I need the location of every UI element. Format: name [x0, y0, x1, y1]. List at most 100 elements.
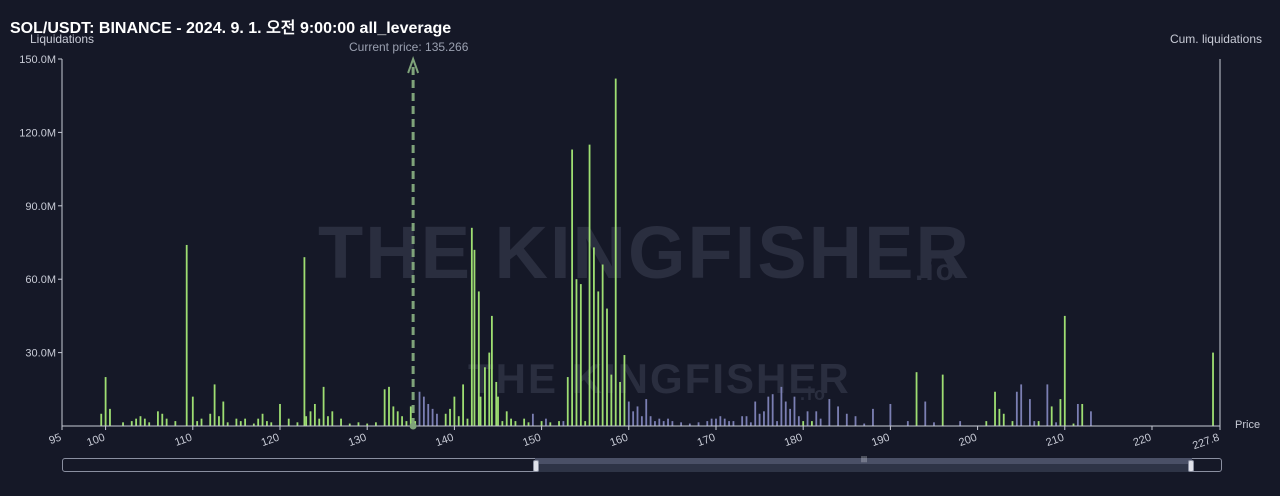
bar	[728, 421, 730, 426]
bar	[636, 406, 639, 426]
watermark-suffix-small: .io	[800, 384, 827, 404]
bar	[758, 413, 761, 426]
bar	[959, 421, 962, 426]
bar	[209, 413, 212, 426]
y-tick-label: 150.0M	[19, 54, 56, 66]
bar	[793, 396, 796, 426]
bar	[157, 411, 159, 426]
bar	[1063, 315, 1066, 426]
bar	[1011, 421, 1014, 426]
bar	[357, 422, 360, 426]
bar	[924, 401, 927, 426]
bar	[331, 411, 334, 426]
bar	[490, 315, 493, 426]
x-tick-label: 110	[173, 432, 194, 449]
bar	[257, 418, 260, 426]
zoom-slider[interactable]: |||	[62, 456, 1222, 472]
bar	[597, 291, 600, 426]
bar	[418, 391, 421, 426]
bar	[784, 401, 787, 426]
bar	[218, 416, 220, 426]
bar	[148, 422, 151, 426]
bar	[510, 418, 512, 426]
bar	[771, 394, 774, 426]
bar	[497, 396, 499, 426]
zoom-handle-right[interactable]	[1188, 460, 1194, 472]
bar	[327, 416, 329, 426]
bar	[143, 418, 146, 426]
bar	[161, 413, 164, 426]
bar	[531, 413, 534, 426]
bar	[828, 399, 831, 426]
x-tick-label: 140	[434, 432, 455, 450]
bar	[645, 399, 648, 426]
bar	[632, 411, 635, 426]
bar	[688, 423, 691, 426]
bar	[662, 421, 665, 426]
bar	[575, 279, 578, 426]
zoom-handle-left[interactable]	[533, 460, 539, 472]
bar	[226, 422, 229, 426]
bar	[462, 384, 465, 426]
bar	[697, 422, 700, 426]
bar	[863, 423, 866, 426]
x-tick-label: 95	[47, 432, 63, 447]
bar	[318, 418, 321, 426]
bar	[191, 396, 194, 426]
bar	[797, 416, 800, 426]
bar	[1020, 384, 1023, 426]
bar	[671, 421, 674, 426]
bar	[527, 422, 530, 426]
bar	[667, 418, 669, 426]
x-tick-label: 100	[85, 432, 106, 450]
bar	[409, 406, 412, 426]
current-price-label: Current price: 135.266	[349, 40, 469, 54]
bar	[375, 422, 377, 426]
bar	[610, 374, 613, 426]
bar	[815, 411, 818, 426]
bar	[383, 389, 386, 426]
bar	[540, 421, 543, 426]
bar	[806, 411, 809, 426]
bar	[994, 391, 996, 426]
axes-group	[61, 59, 1221, 427]
bar	[165, 418, 168, 426]
bar	[309, 411, 312, 426]
bar	[872, 408, 874, 426]
x-tick-label: 150	[521, 432, 542, 450]
bar	[1072, 423, 1075, 426]
y-tick-label: 120.0M	[19, 127, 56, 139]
x-tick-label: 130	[347, 432, 368, 450]
ticks-group: 150.0M 120.0M 90.0M 60.0M 30.0M 95 100 110 120 13…	[19, 54, 1221, 452]
bar	[566, 377, 569, 426]
bar	[845, 413, 848, 426]
bar	[1212, 352, 1214, 426]
x-tick-label: 160	[608, 432, 629, 450]
bar	[558, 421, 560, 426]
bar	[723, 418, 726, 426]
bar	[627, 401, 630, 426]
bar	[514, 421, 517, 426]
bar	[239, 421, 242, 426]
bar	[1055, 422, 1057, 426]
bar	[780, 386, 783, 426]
y-tick-label: 30.0M	[25, 348, 56, 360]
bar	[495, 381, 498, 426]
zoom-selection[interactable]: |||	[535, 456, 1192, 472]
chart-title: SOL/USDT: BINANCE - 2024. 9. 1. 오전 9:00:…	[10, 20, 452, 37]
watermark-suffix: .io	[915, 254, 956, 287]
x-tick-label: 200	[957, 432, 978, 450]
x-axis-label: Price	[1235, 419, 1261, 431]
bar	[449, 408, 451, 426]
bar	[906, 421, 909, 426]
bar	[196, 421, 199, 426]
bar	[889, 403, 892, 426]
zoom-grip-icon[interactable]: |||	[861, 456, 868, 463]
bar	[719, 416, 722, 426]
bar	[139, 416, 142, 426]
bar	[658, 418, 661, 426]
bar	[279, 403, 281, 426]
bar	[789, 408, 792, 426]
bar	[405, 421, 408, 426]
